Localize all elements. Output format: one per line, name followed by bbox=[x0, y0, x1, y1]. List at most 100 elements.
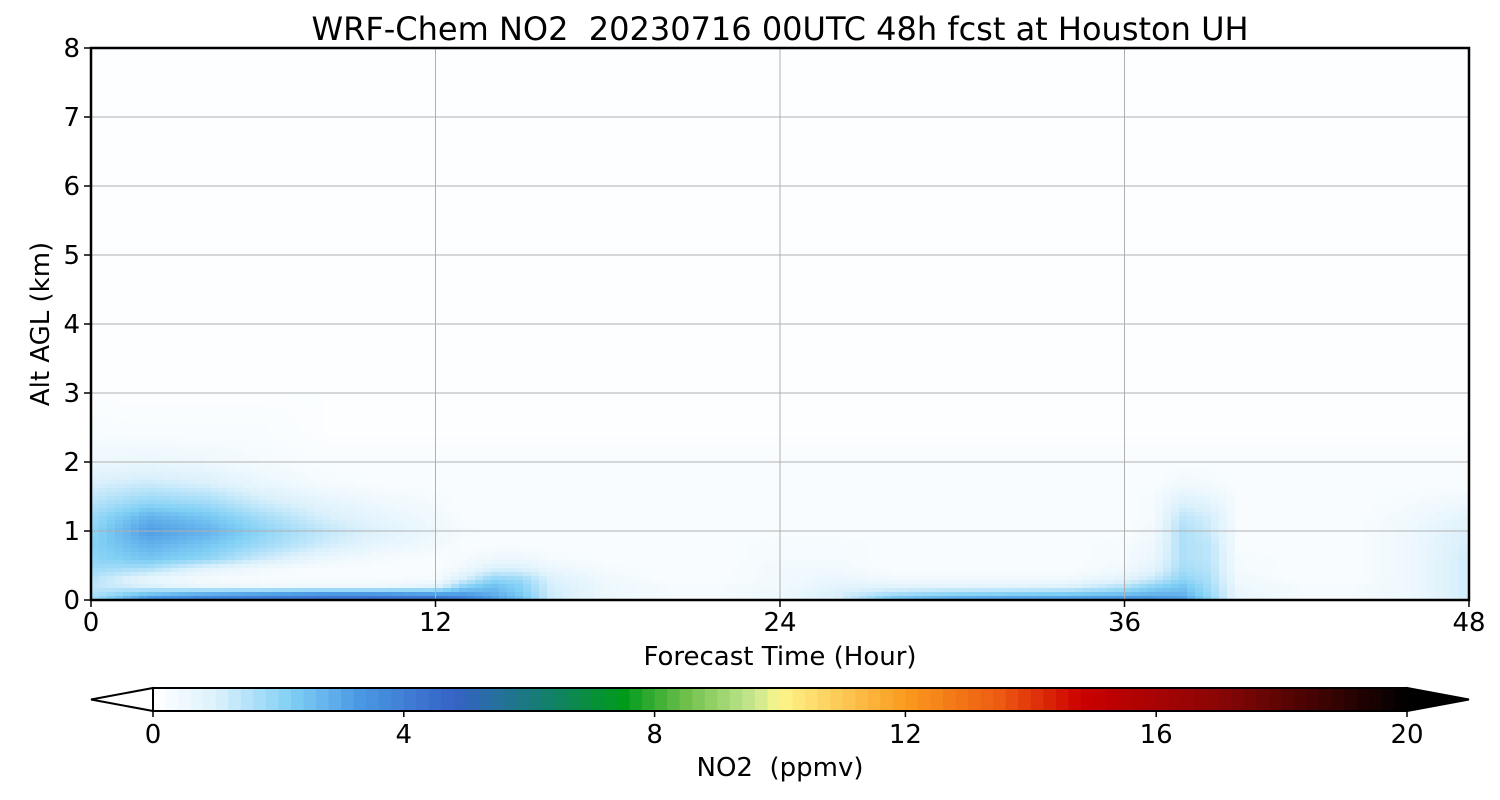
colorbar-ticks: 0 4 8 12 16 20 bbox=[145, 711, 1424, 750]
colorbar-band bbox=[1006, 688, 1019, 711]
colorbar-band bbox=[730, 688, 743, 711]
colorbar-tick-label: 12 bbox=[889, 720, 922, 750]
colorbar-band bbox=[1094, 688, 1107, 711]
colorbar-band bbox=[166, 688, 179, 711]
x-tick-label: 48 bbox=[1452, 608, 1485, 638]
y-tick-label: 2 bbox=[63, 448, 80, 478]
colorbar-band bbox=[630, 688, 643, 711]
colorbar-tick-label: 16 bbox=[1140, 720, 1173, 750]
colorbar-band bbox=[178, 688, 191, 711]
colorbar-band bbox=[993, 688, 1006, 711]
colorbar-band bbox=[253, 688, 266, 711]
colorbar-band bbox=[1294, 688, 1307, 711]
colorbar-band bbox=[529, 688, 542, 711]
colorbar-band bbox=[203, 688, 216, 711]
colorbar-band bbox=[1307, 688, 1320, 711]
colorbar-band bbox=[504, 688, 517, 711]
colorbar-band bbox=[379, 688, 392, 711]
y-tick-label: 7 bbox=[63, 103, 80, 133]
x-tick-label: 12 bbox=[419, 608, 452, 638]
colorbar-band bbox=[1144, 688, 1157, 711]
colorbar-band bbox=[855, 688, 868, 711]
y-tick-label: 6 bbox=[63, 172, 80, 202]
colorbar-band bbox=[404, 688, 417, 711]
colorbar-band bbox=[429, 688, 442, 711]
colorbar-band bbox=[918, 688, 931, 711]
colorbar-band bbox=[1219, 688, 1232, 711]
colorbar-band bbox=[354, 688, 367, 711]
colorbar-band bbox=[441, 688, 454, 711]
colorbar-band bbox=[1319, 688, 1332, 711]
colorbar-band bbox=[291, 688, 304, 711]
colorbar-band bbox=[567, 688, 580, 711]
colorbar-band bbox=[880, 688, 893, 711]
colorbar-band bbox=[191, 688, 204, 711]
x-tick-label: 36 bbox=[1108, 608, 1141, 638]
colorbar-band bbox=[316, 688, 329, 711]
x-tick-label: 0 bbox=[83, 608, 100, 638]
colorbar-band bbox=[153, 688, 166, 711]
colorbar-band bbox=[1181, 688, 1194, 711]
colorbar-band bbox=[1357, 688, 1370, 711]
chart-title: WRF-Chem NO2 20230716 00UTC 48h fcst at … bbox=[311, 10, 1248, 48]
colorbar-band bbox=[968, 688, 981, 711]
colorbar-band bbox=[1169, 688, 1182, 711]
colorbar-band bbox=[692, 688, 705, 711]
colorbar-band bbox=[278, 688, 291, 711]
colorbar-band bbox=[604, 688, 617, 711]
colorbar-band bbox=[1244, 688, 1257, 711]
colorbar-band bbox=[542, 688, 555, 711]
colorbar-band bbox=[818, 688, 831, 711]
y-tick-label: 0 bbox=[63, 586, 80, 616]
colorbar-band bbox=[492, 688, 505, 711]
colorbar-band bbox=[793, 688, 806, 711]
colorbar-band bbox=[592, 688, 605, 711]
colorbar-band bbox=[981, 688, 994, 711]
colorbar-band bbox=[868, 688, 881, 711]
colorbar-tick-label: 20 bbox=[1390, 720, 1423, 750]
colorbar-tick-label: 4 bbox=[396, 720, 413, 750]
colorbar-band bbox=[1369, 688, 1382, 711]
colorbar-band bbox=[1194, 688, 1207, 711]
colorbar-band bbox=[1206, 688, 1219, 711]
colorbar-band bbox=[705, 688, 718, 711]
y-tick-label: 8 bbox=[63, 34, 80, 64]
colorbar-band bbox=[1257, 688, 1270, 711]
colorbar-band bbox=[617, 688, 630, 711]
colorbar-band bbox=[216, 688, 229, 711]
colorbar-band bbox=[905, 688, 918, 711]
x-axis-label: Forecast Time (Hour) bbox=[643, 642, 916, 672]
x-axis: 0 12 24 36 48 bbox=[83, 600, 1486, 638]
colorbar-band bbox=[655, 688, 668, 711]
colorbar-band bbox=[416, 688, 429, 711]
colorbar-band bbox=[780, 688, 793, 711]
y-tick-label: 3 bbox=[63, 379, 80, 409]
colorbar-band bbox=[930, 688, 943, 711]
colorbar-band bbox=[1068, 688, 1081, 711]
colorbar-band bbox=[1106, 688, 1119, 711]
colorbar-band bbox=[1156, 688, 1169, 711]
colorbar-band bbox=[1018, 688, 1031, 711]
colorbar-band bbox=[1394, 688, 1407, 711]
colorbar-band bbox=[517, 688, 530, 711]
colorbar-band bbox=[1131, 688, 1144, 711]
colorbar-band bbox=[1119, 688, 1132, 711]
colorbar-band bbox=[667, 688, 680, 711]
colorbar-band bbox=[680, 688, 693, 711]
colorbar-band bbox=[266, 688, 279, 711]
colorbar bbox=[91, 688, 1469, 711]
colorbar-band bbox=[554, 688, 567, 711]
colorbar-band bbox=[1282, 688, 1295, 711]
colorbar-band bbox=[843, 688, 856, 711]
colorbar-band bbox=[1332, 688, 1345, 711]
colorbar-band bbox=[956, 688, 969, 711]
colorbar-band bbox=[366, 688, 379, 711]
colorbar-tick-label: 8 bbox=[646, 720, 663, 750]
colorbar-band bbox=[742, 688, 755, 711]
x-tick-label: 24 bbox=[763, 608, 796, 638]
colorbar-band bbox=[1231, 688, 1244, 711]
colorbar-band bbox=[1081, 688, 1094, 711]
colorbar-extend-high bbox=[1407, 688, 1469, 711]
colorbar-band bbox=[228, 688, 241, 711]
